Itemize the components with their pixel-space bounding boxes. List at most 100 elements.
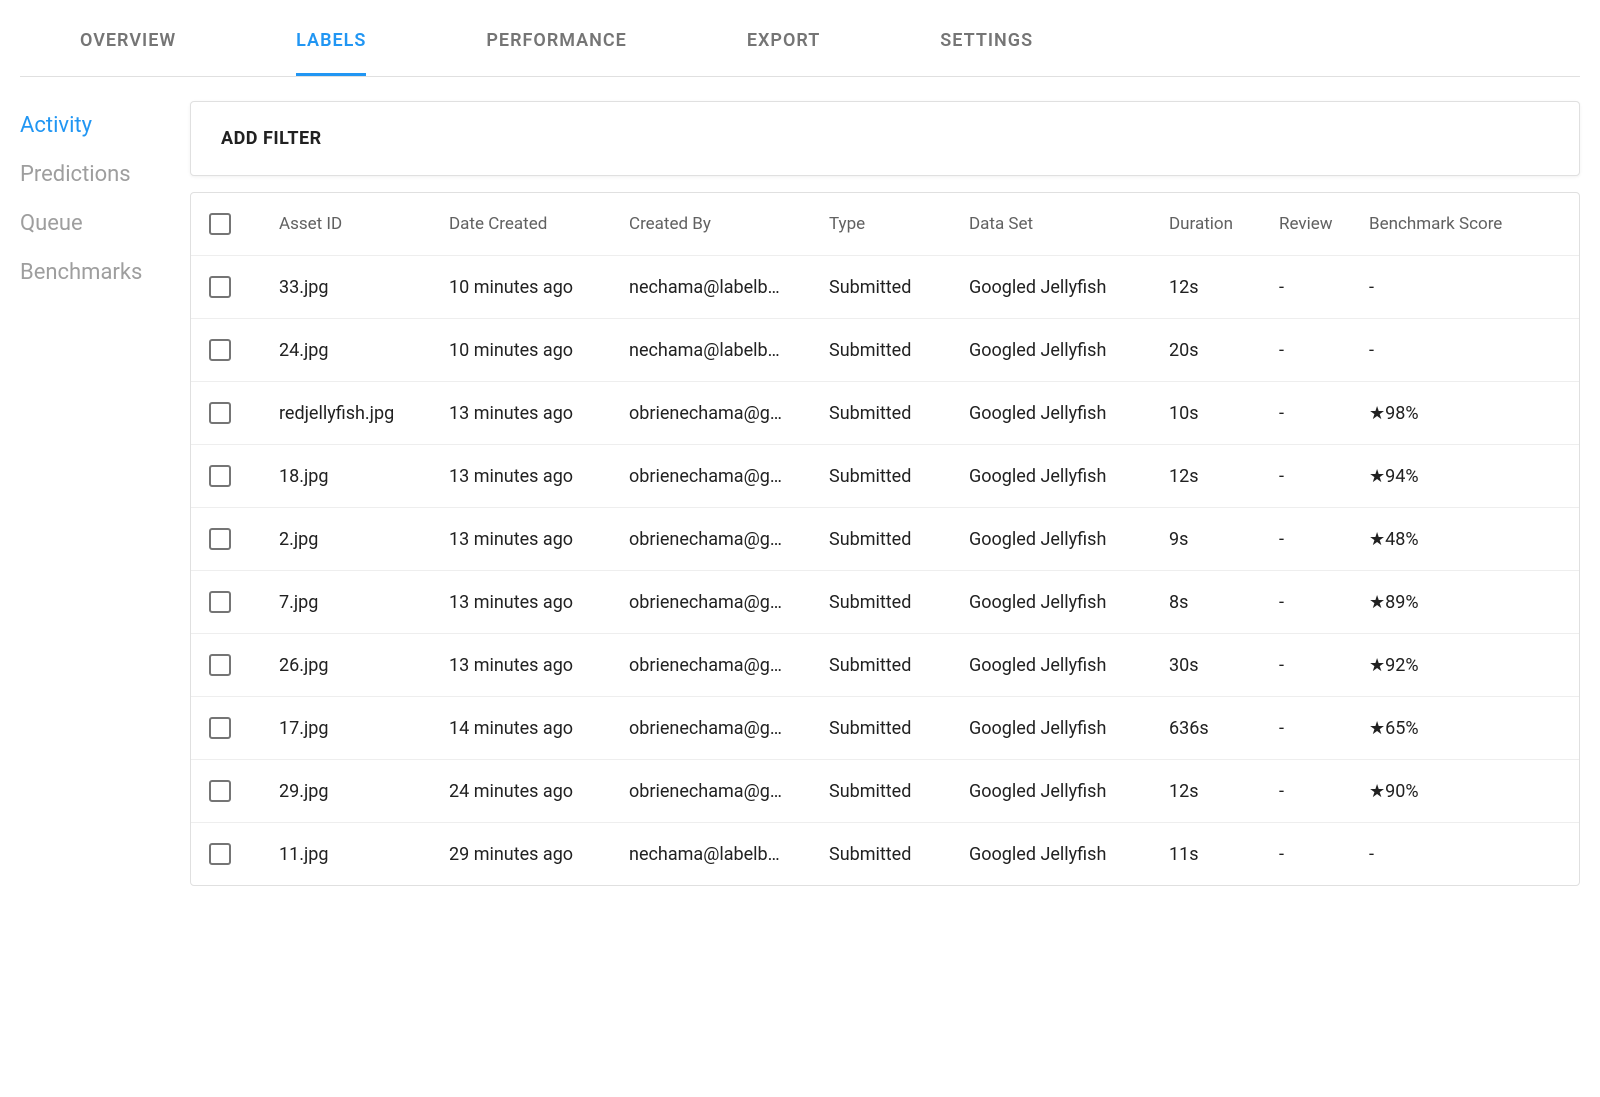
tab-settings[interactable]: SETTINGS [940, 0, 1033, 76]
cell-benchmark: - [1369, 844, 1519, 865]
cell-data-set: Googled Jellyfish [969, 340, 1169, 361]
cell-review: - [1279, 466, 1369, 487]
cell-duration: 10s [1169, 403, 1279, 424]
sidebar-item-benchmarks[interactable]: Benchmarks [20, 248, 160, 297]
col-review[interactable]: Review [1279, 214, 1369, 234]
cell-duration: 12s [1169, 277, 1279, 298]
top-nav: OVERVIEW LABELS PERFORMANCE EXPORT SETTI… [20, 0, 1580, 77]
table-row[interactable]: 17.jpg14 minutes agoobrienechama@g…Submi… [191, 697, 1579, 760]
cell-benchmark: ★48% [1369, 529, 1519, 550]
row-checkbox[interactable] [209, 780, 231, 802]
cell-type: Submitted [829, 592, 969, 613]
col-duration[interactable]: Duration [1169, 214, 1279, 234]
cell-date-created: 29 minutes ago [449, 844, 629, 865]
table-row[interactable]: 29.jpg24 minutes agoobrienechama@g…Submi… [191, 760, 1579, 823]
table-row[interactable]: 11.jpg29 minutes agonechama@labelb…Submi… [191, 823, 1579, 885]
labels-table: Asset ID Date Created Created By Type Da… [190, 192, 1580, 886]
cell-type: Submitted [829, 277, 969, 298]
cell-data-set: Googled Jellyfish [969, 277, 1169, 298]
cell-review: - [1279, 529, 1369, 550]
cell-date-created: 10 minutes ago [449, 340, 629, 361]
cell-benchmark: ★92% [1369, 655, 1519, 676]
table-row[interactable]: 7.jpg13 minutes agoobrienechama@g…Submit… [191, 571, 1579, 634]
cell-review: - [1279, 403, 1369, 424]
row-checkbox[interactable] [209, 402, 231, 424]
cell-review: - [1279, 340, 1369, 361]
cell-type: Submitted [829, 340, 969, 361]
content: ADD FILTER Asset ID Date Created Created… [190, 101, 1580, 886]
cell-benchmark: - [1369, 277, 1519, 298]
sidebar-item-predictions[interactable]: Predictions [20, 150, 160, 199]
cell-created-by: nechama@labelb… [629, 340, 829, 361]
cell-asset-id: 24.jpg [279, 340, 449, 361]
cell-date-created: 24 minutes ago [449, 781, 629, 802]
cell-created-by: nechama@labelb… [629, 277, 829, 298]
cell-type: Submitted [829, 655, 969, 676]
row-checkbox[interactable] [209, 717, 231, 739]
cell-duration: 636s [1169, 718, 1279, 739]
tab-export[interactable]: EXPORT [747, 0, 820, 76]
cell-date-created: 13 minutes ago [449, 655, 629, 676]
cell-created-by: obrienechama@g… [629, 592, 829, 613]
cell-date-created: 14 minutes ago [449, 718, 629, 739]
cell-data-set: Googled Jellyfish [969, 718, 1169, 739]
cell-data-set: Googled Jellyfish [969, 592, 1169, 613]
cell-data-set: Googled Jellyfish [969, 655, 1169, 676]
row-checkbox[interactable] [209, 591, 231, 613]
add-filter-button[interactable]: ADD FILTER [221, 128, 322, 149]
sidebar-item-queue[interactable]: Queue [20, 199, 160, 248]
cell-review: - [1279, 592, 1369, 613]
cell-benchmark: ★65% [1369, 718, 1519, 739]
cell-duration: 9s [1169, 529, 1279, 550]
cell-type: Submitted [829, 781, 969, 802]
cell-benchmark: ★98% [1369, 403, 1519, 424]
cell-benchmark: ★90% [1369, 781, 1519, 802]
select-all-checkbox[interactable] [209, 213, 231, 235]
table-row[interactable]: redjellyfish.jpg13 minutes agoobrienecha… [191, 382, 1579, 445]
table-row[interactable]: 18.jpg13 minutes agoobrienechama@g…Submi… [191, 445, 1579, 508]
col-data-set[interactable]: Data Set [969, 214, 1169, 234]
row-checkbox[interactable] [209, 465, 231, 487]
sidebar-item-activity[interactable]: Activity [20, 101, 160, 150]
cell-data-set: Googled Jellyfish [969, 781, 1169, 802]
cell-created-by: obrienechama@g… [629, 529, 829, 550]
cell-data-set: Googled Jellyfish [969, 529, 1169, 550]
table-row[interactable]: 33.jpg10 minutes agonechama@labelb…Submi… [191, 256, 1579, 319]
row-checkbox[interactable] [209, 843, 231, 865]
cell-created-by: obrienechama@g… [629, 403, 829, 424]
cell-asset-id: 26.jpg [279, 655, 449, 676]
tab-overview[interactable]: OVERVIEW [80, 0, 176, 76]
tab-labels[interactable]: LABELS [296, 0, 366, 76]
cell-review: - [1279, 718, 1369, 739]
cell-created-by: obrienechama@g… [629, 781, 829, 802]
cell-duration: 12s [1169, 466, 1279, 487]
cell-date-created: 10 minutes ago [449, 277, 629, 298]
tab-performance[interactable]: PERFORMANCE [486, 0, 626, 76]
cell-date-created: 13 minutes ago [449, 466, 629, 487]
cell-data-set: Googled Jellyfish [969, 466, 1169, 487]
col-created-by[interactable]: Created By [629, 214, 829, 234]
row-checkbox[interactable] [209, 654, 231, 676]
col-benchmark[interactable]: Benchmark Score [1369, 214, 1519, 234]
col-asset-id[interactable]: Asset ID [279, 214, 449, 234]
table-row[interactable]: 24.jpg10 minutes agonechama@labelb…Submi… [191, 319, 1579, 382]
table-row[interactable]: 26.jpg13 minutes agoobrienechama@g…Submi… [191, 634, 1579, 697]
cell-created-by: obrienechama@g… [629, 655, 829, 676]
cell-asset-id: 2.jpg [279, 529, 449, 550]
filter-card: ADD FILTER [190, 101, 1580, 176]
col-type[interactable]: Type [829, 214, 969, 234]
row-checkbox[interactable] [209, 339, 231, 361]
cell-created-by: obrienechama@g… [629, 466, 829, 487]
cell-asset-id: 18.jpg [279, 466, 449, 487]
col-date-created[interactable]: Date Created [449, 214, 629, 234]
row-checkbox[interactable] [209, 276, 231, 298]
cell-asset-id: 7.jpg [279, 592, 449, 613]
cell-asset-id: redjellyfish.jpg [279, 403, 449, 424]
cell-review: - [1279, 781, 1369, 802]
cell-data-set: Googled Jellyfish [969, 844, 1169, 865]
cell-review: - [1279, 277, 1369, 298]
row-checkbox[interactable] [209, 528, 231, 550]
cell-duration: 12s [1169, 781, 1279, 802]
cell-type: Submitted [829, 529, 969, 550]
table-row[interactable]: 2.jpg13 minutes agoobrienechama@g…Submit… [191, 508, 1579, 571]
